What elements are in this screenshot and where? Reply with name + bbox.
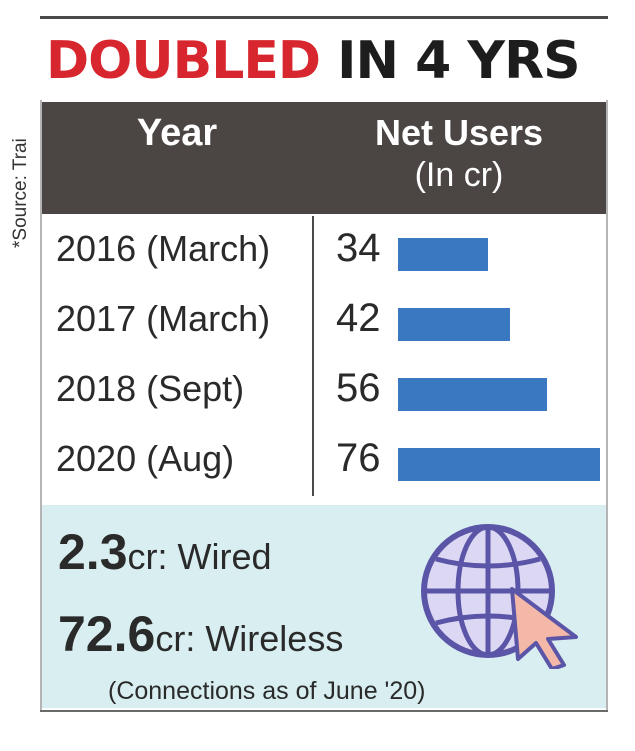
top-rule xyxy=(40,16,608,19)
category-label: 2020 (Aug) xyxy=(56,438,235,479)
chart-row: 2017 (March) 42 xyxy=(42,284,606,354)
chart-row: 2018 (Sept) 56 xyxy=(42,354,606,424)
bottom-rule xyxy=(40,710,608,712)
data-label: 76 xyxy=(336,436,381,480)
table-header xyxy=(42,102,606,214)
stat-wireless-label: cr: Wireless xyxy=(155,618,344,659)
data-label: 56 xyxy=(336,366,381,410)
chart-title: DOUBLED IN 4 YRS xyxy=(46,26,581,96)
header-net-users-label: Net Users xyxy=(374,112,544,153)
cursor-arrow-icon xyxy=(510,587,578,669)
header-year: Year xyxy=(136,112,218,154)
chart-row: 2020 (Aug) 76 xyxy=(42,424,606,494)
bar xyxy=(398,448,600,481)
category-label: 2017 (March) xyxy=(56,298,271,339)
stat-wired-value: 2.3 xyxy=(58,524,128,580)
column-divider xyxy=(312,216,314,496)
header-net-users: Net Users (In cr) xyxy=(312,112,606,196)
bar xyxy=(398,238,488,271)
source-note: *Source: Trai xyxy=(10,138,31,248)
stat-wired-label: cr: Wired xyxy=(127,536,272,577)
data-label: 42 xyxy=(336,296,381,340)
connections-panel: 2.3cr: Wired 72.6cr: Wireless (Connectio… xyxy=(42,505,606,708)
stat-wireless-value: 72.6 xyxy=(58,606,156,662)
bar xyxy=(398,308,510,341)
category-label: 2016 (March) xyxy=(56,228,271,269)
connections-note: (Connections as of June '20) xyxy=(108,677,426,705)
header-unit: (In cr) xyxy=(414,156,504,194)
data-label: 34 xyxy=(336,226,381,270)
title-rest: IN 4 YRS xyxy=(337,31,580,91)
category-label: 2018 (Sept) xyxy=(56,368,245,409)
bar xyxy=(398,378,547,411)
stat-wireless: 72.6cr: Wireless xyxy=(58,605,343,663)
title-highlight: DOUBLED xyxy=(46,31,321,91)
chart-row: 2016 (March) 34 xyxy=(42,214,606,284)
chart-frame xyxy=(40,100,608,710)
globe-icon xyxy=(421,524,578,669)
stat-wired: 2.3cr: Wired xyxy=(58,523,272,581)
